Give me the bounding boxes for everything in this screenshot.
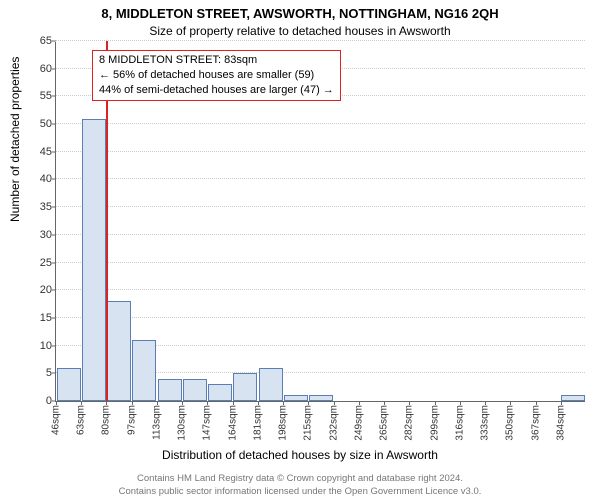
xtick-label: 249sqm <box>353 405 364 441</box>
xtick-label: 367sqm <box>530 405 541 441</box>
ytick-label: 60 <box>40 63 52 75</box>
bar <box>158 379 182 401</box>
xtick-label: 147sqm <box>202 405 213 441</box>
gridline <box>56 40 585 41</box>
footer-line-1: Contains HM Land Registry data © Crown c… <box>0 473 600 485</box>
ytick-label: 30 <box>40 229 52 241</box>
bar <box>233 373 257 401</box>
xtick-label: 265sqm <box>379 405 390 441</box>
xtick-label: 350sqm <box>505 405 516 441</box>
xtick-label: 97sqm <box>126 405 137 435</box>
footer-line-2: Contains public sector information licen… <box>0 486 600 498</box>
ytick-label: 25 <box>40 257 52 269</box>
xtick-label: 164sqm <box>227 405 238 441</box>
ytick-mark <box>52 290 56 291</box>
xtick-label: 215sqm <box>303 405 314 441</box>
xtick-label: 130sqm <box>177 405 188 441</box>
ytick-label: 40 <box>40 173 52 185</box>
ytick-label: 10 <box>40 340 52 352</box>
ytick-mark <box>52 317 56 318</box>
xtick-label: 113sqm <box>151 405 162 440</box>
xtick-label: 181sqm <box>252 405 263 441</box>
gridline <box>56 234 585 235</box>
ytick-mark <box>52 124 56 125</box>
ytick-mark <box>52 345 56 346</box>
xtick-label: 80sqm <box>101 405 112 435</box>
gridline <box>56 206 585 207</box>
bar <box>82 119 106 401</box>
footer-attribution: Contains HM Land Registry data © Crown c… <box>0 473 600 498</box>
annotation-line-3: 44% of semi-detached houses are larger (… <box>99 83 334 98</box>
chart-title-sub: Size of property relative to detached ho… <box>0 24 600 38</box>
xtick-label: 316sqm <box>454 405 465 441</box>
ytick-mark <box>52 234 56 235</box>
annotation-line-2: ← 56% of detached houses are smaller (59… <box>99 68 334 83</box>
gridline <box>56 151 585 152</box>
xtick-label: 232sqm <box>328 405 339 441</box>
bar <box>284 395 308 401</box>
xtick-label: 63sqm <box>76 405 87 435</box>
ytick-mark <box>52 151 56 152</box>
ytick-mark <box>52 373 56 374</box>
y-axis-label: Number of detached properties <box>8 57 22 222</box>
xtick-label: 282sqm <box>404 405 415 441</box>
ytick-label: 20 <box>40 284 52 296</box>
ytick-mark <box>52 207 56 208</box>
bar <box>57 368 81 401</box>
xtick-label: 46sqm <box>51 405 62 435</box>
x-axis-label: Distribution of detached houses by size … <box>0 448 600 462</box>
ytick-mark <box>52 41 56 42</box>
bar <box>107 301 131 401</box>
ytick-label: 5 <box>46 367 52 379</box>
gridline <box>56 262 585 263</box>
gridline <box>56 123 585 124</box>
xtick-label: 384sqm <box>555 405 566 441</box>
gridline <box>56 178 585 179</box>
ytick-mark <box>52 262 56 263</box>
xtick-label: 198sqm <box>278 405 289 441</box>
xtick-label: 333sqm <box>480 405 491 441</box>
annotation-line-1: 8 MIDDLETON STREET: 83sqm <box>99 53 334 68</box>
ytick-mark <box>52 179 56 180</box>
ytick-label: 55 <box>40 90 52 102</box>
annotation-box: 8 MIDDLETON STREET: 83sqm ← 56% of detac… <box>92 50 341 101</box>
ytick-label: 35 <box>40 201 52 213</box>
ytick-mark <box>52 68 56 69</box>
xtick-label: 299sqm <box>429 405 440 441</box>
ytick-label: 15 <box>40 312 52 324</box>
bar <box>259 368 283 401</box>
bar <box>561 395 585 401</box>
ytick-label: 65 <box>40 35 52 47</box>
bar <box>183 379 207 401</box>
chart-title-main: 8, MIDDLETON STREET, AWSWORTH, NOTTINGHA… <box>0 6 600 21</box>
bar <box>208 384 232 401</box>
gridline <box>56 317 585 318</box>
ytick-mark <box>52 96 56 97</box>
ytick-label: 50 <box>40 118 52 130</box>
ytick-label: 45 <box>40 146 52 158</box>
bar <box>309 395 333 401</box>
gridline <box>56 289 585 290</box>
bar <box>132 340 156 401</box>
